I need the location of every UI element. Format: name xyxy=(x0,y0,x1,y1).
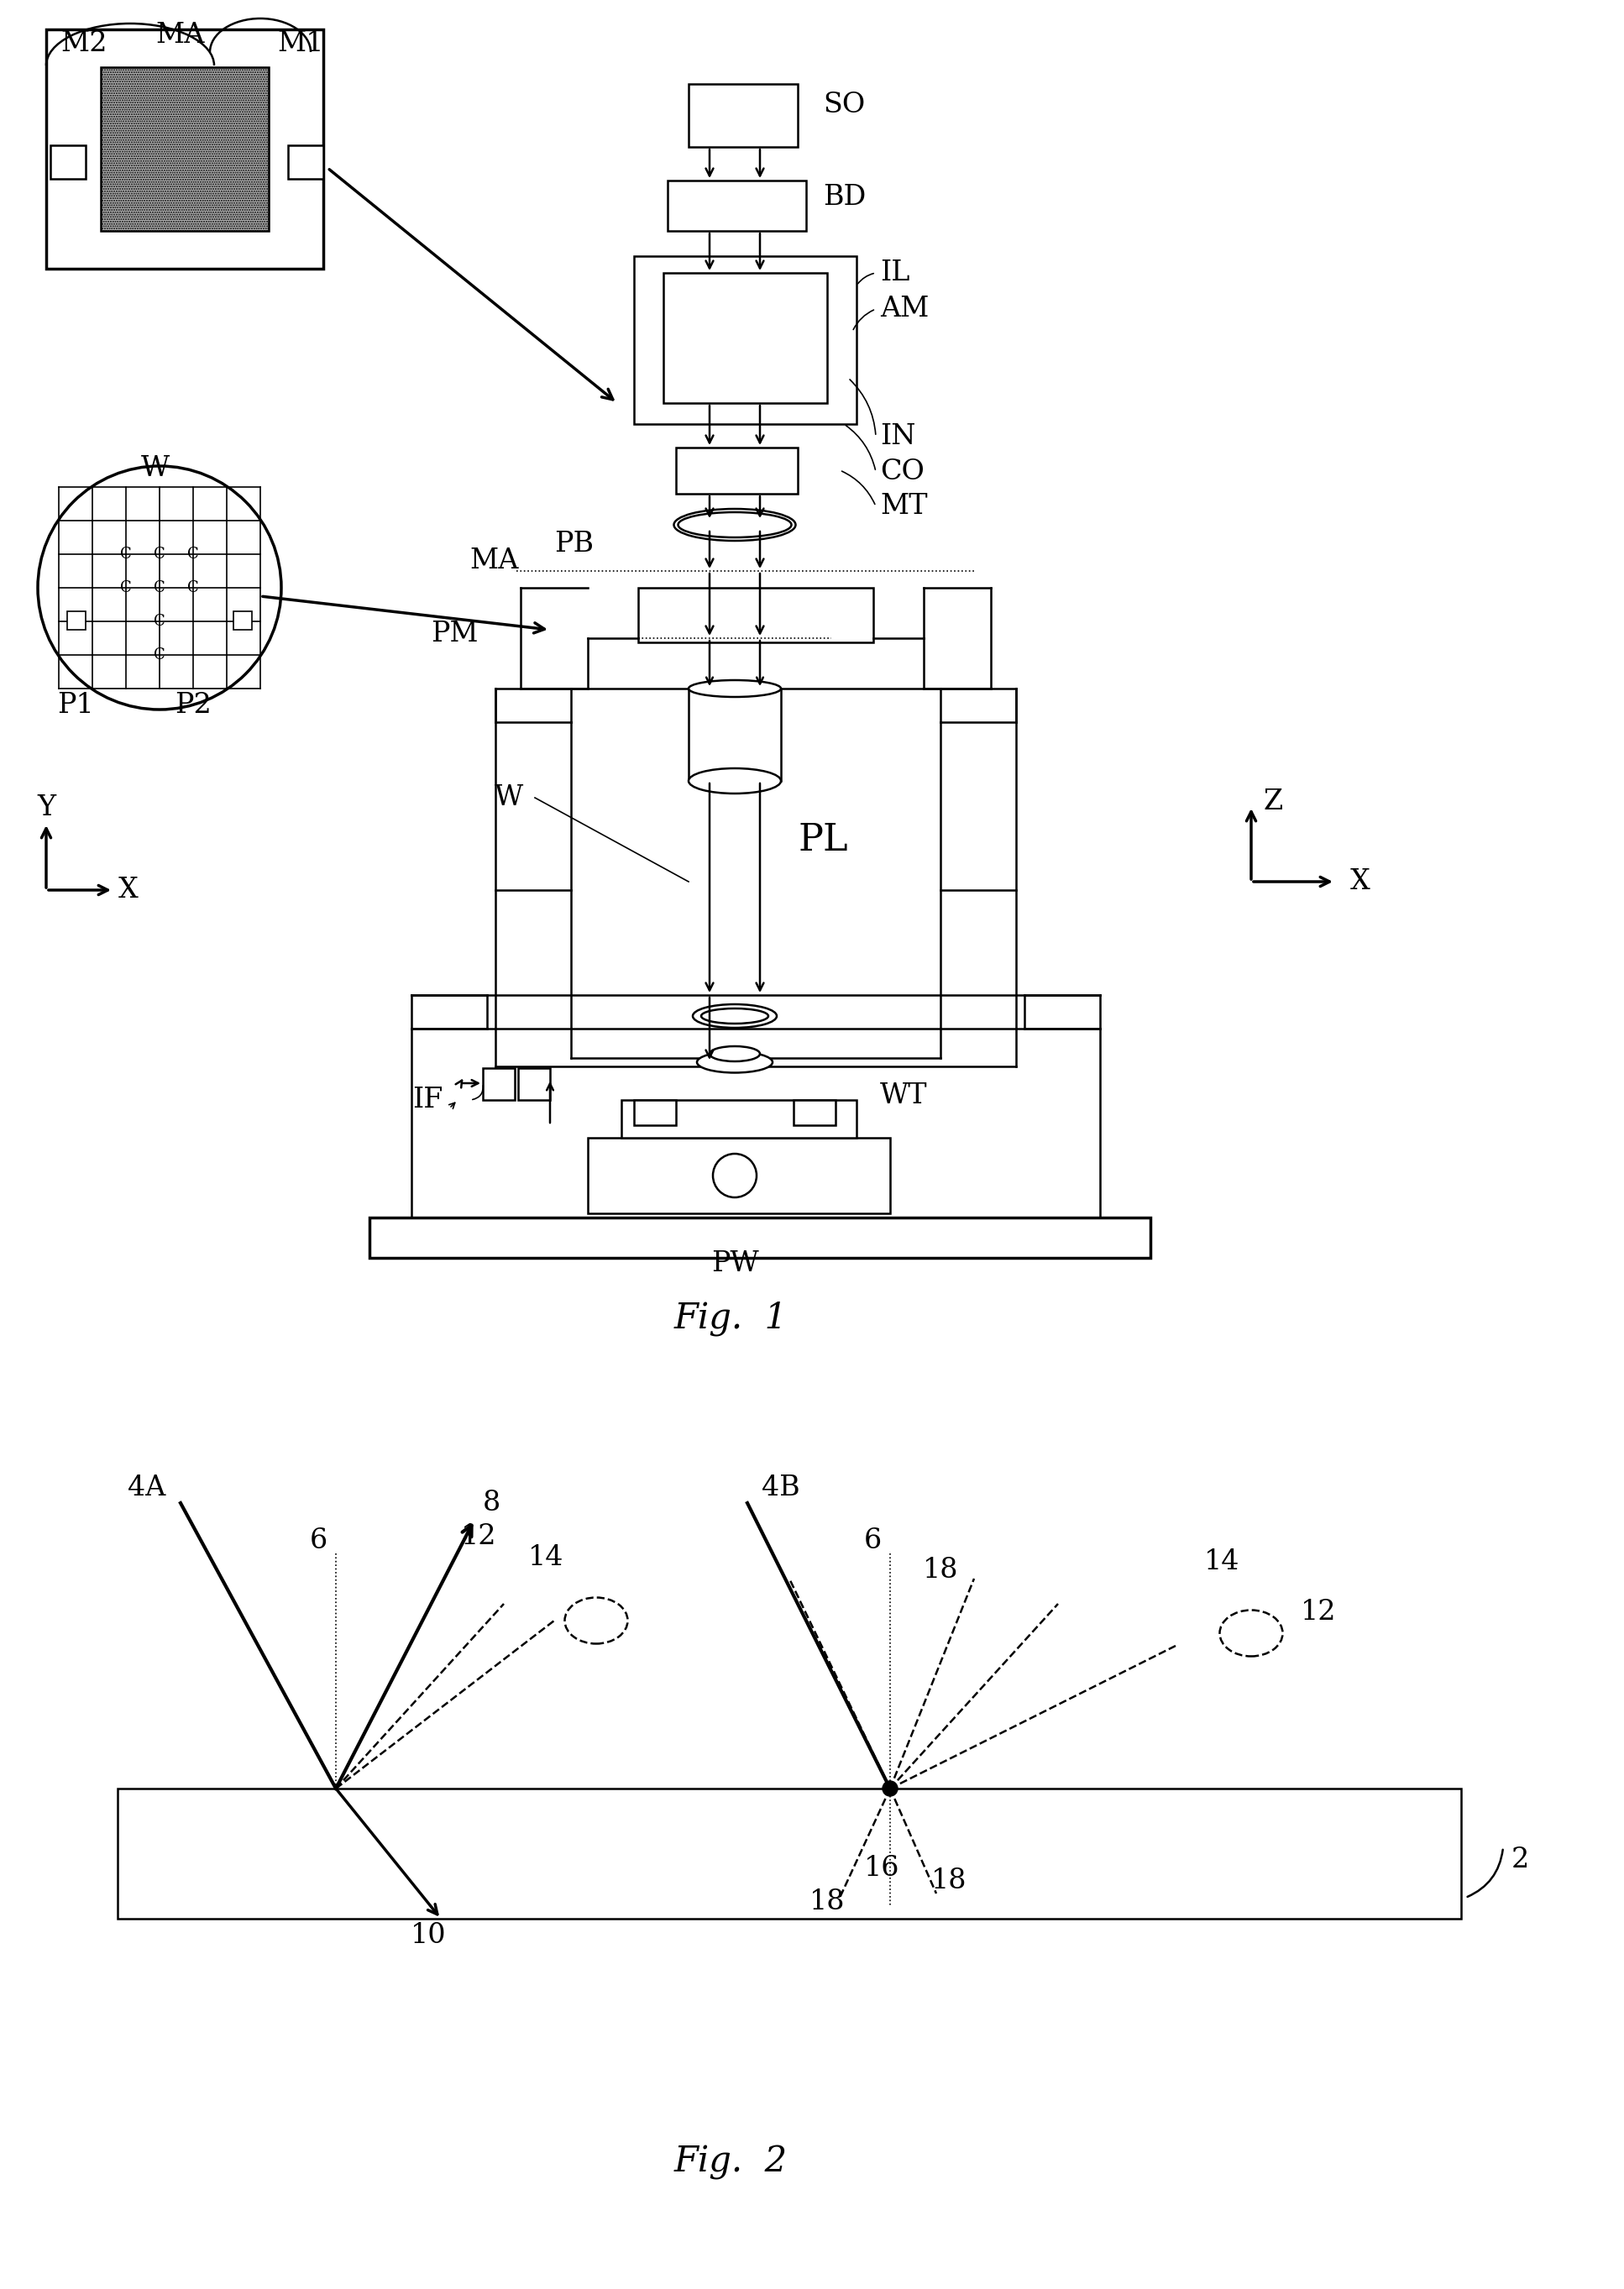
Text: P1: P1 xyxy=(57,691,94,719)
Bar xyxy=(794,1101,835,1126)
Text: Fig.  2: Fig. 2 xyxy=(674,2145,788,2179)
Text: 18: 18 xyxy=(931,1868,966,1895)
Text: MA: MA xyxy=(469,547,520,575)
Text: 14: 14 xyxy=(1203,1547,1239,1575)
Ellipse shape xyxy=(710,1046,760,1062)
Text: C: C xyxy=(154,579,166,595)
Text: Fig.  1: Fig. 1 xyxy=(674,1300,788,1337)
Bar xyxy=(689,85,797,146)
Bar xyxy=(638,588,874,643)
Text: C: C xyxy=(154,648,166,662)
Text: AM: AM xyxy=(880,295,929,323)
Bar xyxy=(117,1788,1462,1918)
Text: 6: 6 xyxy=(310,1527,328,1554)
Text: C: C xyxy=(120,579,132,595)
Text: X: X xyxy=(119,877,138,904)
Text: 16: 16 xyxy=(864,1854,900,1882)
Text: 14: 14 xyxy=(528,1545,564,1570)
Text: Y: Y xyxy=(37,794,55,822)
Text: BD: BD xyxy=(823,183,866,211)
Text: 18: 18 xyxy=(809,1888,844,1916)
Text: P2: P2 xyxy=(175,691,211,719)
Text: 18: 18 xyxy=(922,1557,958,1584)
Text: 12: 12 xyxy=(461,1522,497,1550)
Text: 6: 6 xyxy=(864,1527,882,1554)
Bar xyxy=(667,181,806,231)
Ellipse shape xyxy=(565,1598,628,1644)
Text: PW: PW xyxy=(711,1250,758,1277)
Bar xyxy=(518,1069,551,1101)
Text: SO: SO xyxy=(823,92,866,119)
Text: PL: PL xyxy=(797,822,848,858)
Circle shape xyxy=(882,1781,898,1797)
Text: M2: M2 xyxy=(60,30,107,57)
Text: X: X xyxy=(1350,868,1371,895)
Text: IF: IF xyxy=(412,1087,442,1112)
Text: CO: CO xyxy=(880,458,924,485)
Ellipse shape xyxy=(689,769,781,794)
Ellipse shape xyxy=(1220,1609,1283,1657)
Text: 12: 12 xyxy=(1301,1598,1337,1625)
Text: IN: IN xyxy=(880,423,916,451)
Text: C: C xyxy=(187,579,198,595)
Bar xyxy=(633,256,856,423)
Text: C: C xyxy=(187,547,198,561)
Bar xyxy=(67,611,86,629)
Bar xyxy=(482,1069,515,1101)
Ellipse shape xyxy=(693,1005,776,1028)
Bar xyxy=(676,449,797,494)
Text: 8: 8 xyxy=(482,1490,500,1518)
Text: M1: M1 xyxy=(278,30,323,57)
Text: PM: PM xyxy=(430,620,479,648)
Text: C: C xyxy=(120,547,132,561)
Text: W: W xyxy=(141,456,171,483)
Text: 2: 2 xyxy=(1510,1847,1528,1872)
Text: PB: PB xyxy=(554,531,594,559)
Text: 4A: 4A xyxy=(127,1474,166,1502)
Bar xyxy=(287,144,323,179)
Text: C: C xyxy=(154,547,166,561)
Text: WT: WT xyxy=(880,1083,927,1110)
Text: IL: IL xyxy=(880,259,909,286)
Text: Z: Z xyxy=(1263,787,1283,815)
Bar xyxy=(45,30,323,268)
Bar xyxy=(633,1101,676,1126)
Text: MT: MT xyxy=(880,492,927,520)
Bar xyxy=(622,1101,856,1138)
Text: 10: 10 xyxy=(411,1923,447,1948)
Text: W: W xyxy=(494,785,523,810)
Bar xyxy=(50,144,86,179)
Bar xyxy=(588,1138,890,1213)
Ellipse shape xyxy=(679,513,791,538)
Text: MA: MA xyxy=(156,23,205,48)
Bar xyxy=(234,611,252,629)
Ellipse shape xyxy=(674,508,796,540)
Bar xyxy=(101,66,268,231)
Ellipse shape xyxy=(697,1051,773,1074)
Bar xyxy=(370,1218,1150,1259)
Ellipse shape xyxy=(689,680,781,696)
Ellipse shape xyxy=(702,1009,768,1023)
Text: C: C xyxy=(154,613,166,629)
Bar xyxy=(663,272,827,403)
Text: 4B: 4B xyxy=(762,1474,801,1502)
